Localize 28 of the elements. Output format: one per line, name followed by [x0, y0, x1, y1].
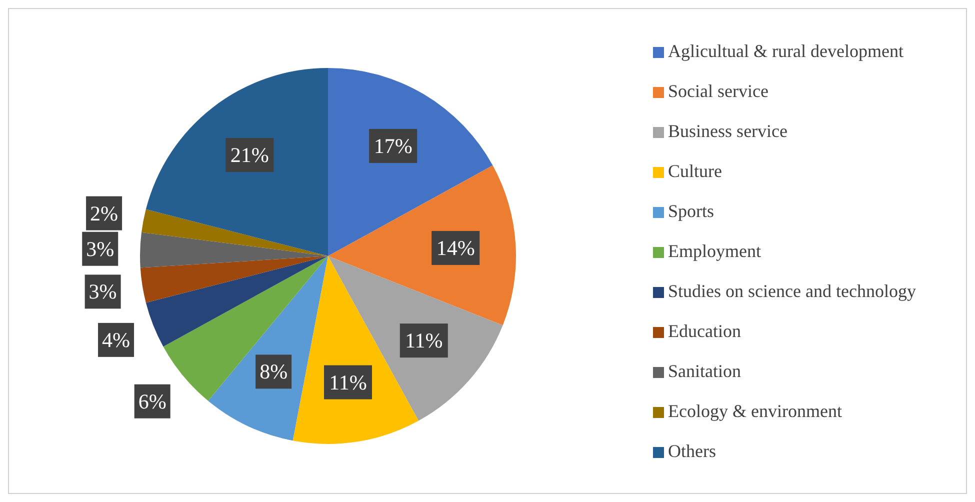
data-label: 11% [405, 328, 443, 353]
legend-label: Aglicultual & rural development [668, 41, 904, 61]
legend-label: Ecology & environment [668, 401, 842, 421]
legend-label: Business service [668, 121, 788, 141]
legend-label: Others [668, 441, 716, 461]
data-label: 8% [260, 360, 288, 384]
pie-slice [328, 68, 493, 256]
legend-label: Education [668, 321, 742, 341]
data-label: 6% [138, 389, 166, 414]
legend-label: Culture [668, 161, 722, 181]
data-label: 4% [102, 328, 130, 352]
pie-slice [141, 209, 328, 256]
data-label: 17% [374, 134, 412, 158]
data-label: 21% [230, 142, 269, 167]
legend-label: Employment [668, 241, 762, 261]
legend-label: Social service [668, 81, 769, 101]
data-label: 11% [329, 370, 367, 394]
legend-label: Sports [668, 201, 714, 221]
data-label: 3% [88, 280, 117, 304]
legend-label: Sanitation [668, 361, 742, 381]
data-label: 3% [86, 236, 114, 261]
legend-label: Studies on science and technology [668, 281, 916, 301]
data-label: 14% [436, 236, 475, 260]
pie-slice [140, 232, 328, 268]
pie-slice [146, 68, 328, 256]
pie-slice [140, 256, 328, 303]
pie-slice [146, 256, 328, 347]
data-label: 2% [90, 201, 118, 226]
